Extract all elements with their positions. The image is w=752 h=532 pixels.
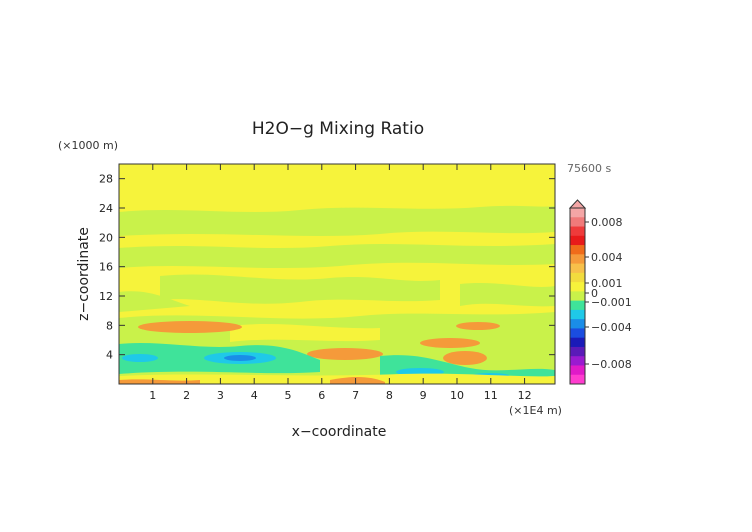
x-tick-label: 3 bbox=[217, 389, 224, 402]
colorbar-swatch bbox=[570, 356, 585, 366]
y-tick-label: 16 bbox=[99, 261, 113, 274]
x-tick-label: 11 bbox=[484, 389, 498, 402]
colorbar-swatch bbox=[570, 226, 585, 237]
colorbar-swatch bbox=[570, 291, 585, 302]
colorbar-label: −0.008 bbox=[591, 358, 632, 371]
y-tick-label: 12 bbox=[99, 290, 113, 303]
colorbar-swatch bbox=[570, 254, 585, 265]
y-tick-label: 24 bbox=[99, 202, 113, 215]
x-axis: 1 2 3 4 5 6 7 8 9 10 11 12 bbox=[149, 164, 532, 402]
colorbar-swatch bbox=[570, 374, 585, 385]
contour-field bbox=[119, 164, 555, 384]
colorbar-swatch bbox=[570, 328, 585, 339]
colorbar-swatch bbox=[570, 263, 585, 274]
x-tick-label: 10 bbox=[450, 389, 464, 402]
colorbar-swatch bbox=[570, 282, 585, 292]
colorbar-swatch bbox=[570, 235, 585, 246]
colorbar-swatch bbox=[570, 337, 585, 348]
colorbar-swatch bbox=[570, 245, 585, 255]
x-tick-label: 2 bbox=[183, 389, 190, 402]
colorbar-swatch bbox=[570, 319, 585, 329]
x-axis-label: x−coordinate bbox=[292, 424, 387, 440]
x-unit-label: (×1E4 m) bbox=[509, 404, 562, 417]
colorbar-label: −0.004 bbox=[591, 321, 632, 334]
colorbar-label: 0.001 bbox=[591, 277, 623, 290]
y-axis: 4 8 12 16 20 24 28 bbox=[99, 173, 555, 362]
colorbar-swatch bbox=[570, 208, 585, 218]
x-tick-label: 8 bbox=[386, 389, 393, 402]
colorbar-swatch bbox=[570, 300, 585, 311]
x-tick-label: 5 bbox=[284, 389, 291, 402]
x-tick-label: 12 bbox=[518, 389, 532, 402]
y-tick-label: 8 bbox=[106, 319, 113, 332]
colorbar-label: 0 bbox=[591, 287, 598, 300]
y-tick-label: 28 bbox=[99, 173, 113, 186]
chart-title: H2O−g Mixing Ratio bbox=[252, 119, 424, 139]
colorbar-label: 0.008 bbox=[591, 216, 623, 229]
x-tick-label: 1 bbox=[149, 389, 156, 402]
colorbar-swatch bbox=[570, 365, 585, 376]
y-tick-label: 4 bbox=[106, 349, 113, 362]
colorbar-label: −0.001 bbox=[591, 296, 632, 309]
colorbar-label: 0.004 bbox=[591, 251, 623, 264]
colorbar-swatch bbox=[570, 272, 585, 283]
x-tick-label: 6 bbox=[318, 389, 325, 402]
colorbar-frame bbox=[569, 207, 586, 385]
colorbar-arrow bbox=[568, 199, 587, 209]
y-unit-label: (×1000 m) bbox=[58, 139, 118, 152]
plot-frame bbox=[118, 163, 556, 385]
time-label: 75600 s bbox=[567, 162, 611, 175]
x-tick-label: 9 bbox=[420, 389, 427, 402]
colorbar-swatch bbox=[570, 346, 585, 357]
colorbar-swatch bbox=[570, 217, 585, 228]
y-axis-label: z−coordinate bbox=[76, 227, 92, 321]
x-tick-label: 7 bbox=[352, 389, 359, 402]
y-tick-label: 20 bbox=[99, 231, 113, 244]
colorbar-swatch bbox=[570, 309, 585, 320]
x-tick-label: 4 bbox=[251, 389, 258, 402]
